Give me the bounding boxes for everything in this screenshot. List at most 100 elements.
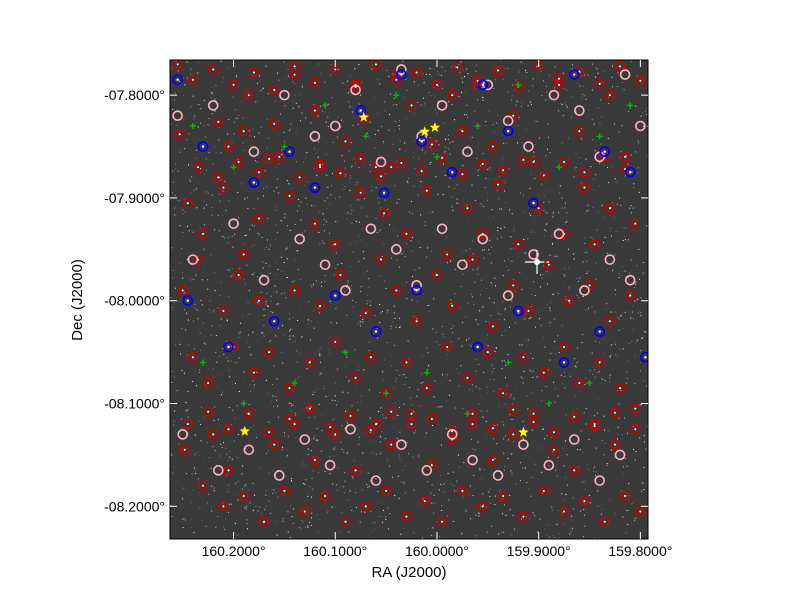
noise-speck xyxy=(501,360,503,362)
noise-speck xyxy=(533,231,535,233)
red-circle-marker xyxy=(192,254,204,265)
noise-speck xyxy=(471,136,473,138)
noise-speck xyxy=(637,172,639,174)
noise-speck xyxy=(199,492,201,494)
noise-speck xyxy=(528,90,530,92)
noise-speck xyxy=(516,100,518,102)
source-dot xyxy=(517,243,520,246)
noise-speck xyxy=(321,285,322,287)
red-circle-marker xyxy=(385,161,397,173)
noise-speck xyxy=(468,389,470,391)
noise-speck xyxy=(413,81,415,83)
noise-speck xyxy=(472,461,474,463)
noise-speck xyxy=(565,494,567,495)
noise-speck xyxy=(589,369,591,371)
noise-speck xyxy=(597,371,599,373)
x-tick-label: 159.8000° xyxy=(608,543,672,559)
noise-speck xyxy=(574,358,576,360)
noise-speck xyxy=(194,453,196,455)
pink-circle-marker xyxy=(274,470,285,481)
red-circle-marker xyxy=(238,249,250,260)
noise-speck xyxy=(604,165,606,167)
noise-speck xyxy=(289,129,290,131)
noise-speck xyxy=(316,428,318,429)
noise-speck xyxy=(348,380,350,382)
noise-speck xyxy=(488,491,490,493)
source-dot xyxy=(390,166,393,169)
noise-speck xyxy=(243,278,245,280)
noise-speck xyxy=(514,528,516,530)
noise-speck xyxy=(361,489,363,491)
noise-speck xyxy=(234,417,236,419)
noise-speck xyxy=(479,310,481,312)
noise-speck xyxy=(551,235,553,237)
noise-speck xyxy=(581,217,583,219)
noise-speck xyxy=(291,188,293,190)
noise-speck xyxy=(445,400,447,402)
noise-speck xyxy=(344,175,346,177)
noise-speck xyxy=(477,273,479,275)
noise-speck xyxy=(307,448,309,450)
pink-circle-marker xyxy=(365,223,377,235)
noise-speck xyxy=(620,204,622,206)
red-circle-marker xyxy=(385,406,397,418)
pink-circle-marker xyxy=(340,285,351,296)
noise-speck xyxy=(504,190,505,192)
noise-speck xyxy=(439,344,441,345)
red-circle-marker xyxy=(187,74,199,86)
noise-speck xyxy=(597,505,599,507)
noise-speck xyxy=(620,490,622,492)
noise-speck xyxy=(552,451,554,453)
noise-speck xyxy=(286,258,288,260)
noise-speck xyxy=(384,438,386,440)
noise-speck xyxy=(349,506,351,507)
noise-speck xyxy=(503,260,505,262)
noise-speck xyxy=(452,325,454,327)
noise-speck xyxy=(270,295,272,297)
noise-speck xyxy=(579,449,581,451)
noise-speck xyxy=(595,174,597,176)
noise-speck xyxy=(431,534,433,536)
x-tick-label: 160.2000° xyxy=(202,543,266,559)
noise-speck xyxy=(307,323,309,325)
source-dot xyxy=(619,387,622,390)
noise-speck xyxy=(489,502,491,504)
noise-speck xyxy=(191,501,193,503)
noise-speck xyxy=(617,66,619,68)
noise-speck xyxy=(442,194,444,195)
noise-speck xyxy=(358,234,360,236)
noise-speck xyxy=(258,234,260,236)
noise-speck xyxy=(170,297,172,299)
noise-speck xyxy=(532,376,534,378)
noise-speck xyxy=(295,414,297,416)
noise-speck xyxy=(467,145,469,147)
noise-speck xyxy=(512,279,514,281)
source-dot xyxy=(268,351,271,354)
noise-speck xyxy=(475,386,477,388)
noise-speck xyxy=(360,464,362,466)
noise-speck xyxy=(643,435,645,437)
noise-speck xyxy=(187,416,189,418)
source-dot xyxy=(629,171,632,174)
noise-speck xyxy=(618,277,620,278)
noise-speck xyxy=(205,136,206,138)
noise-speck xyxy=(333,418,335,420)
noise-speck xyxy=(618,273,620,275)
noise-speck xyxy=(283,262,285,263)
noise-speck xyxy=(615,219,617,221)
yellow-star-marker xyxy=(239,425,250,436)
source-dot xyxy=(481,505,484,508)
noise-speck xyxy=(403,374,405,376)
noise-speck xyxy=(543,195,545,197)
noise-speck xyxy=(635,281,637,283)
red-circle-marker xyxy=(589,420,600,432)
noise-speck xyxy=(324,111,326,113)
noise-speck xyxy=(459,129,461,131)
noise-speck xyxy=(382,521,383,523)
noise-speck xyxy=(292,342,294,344)
red-circle-marker xyxy=(401,511,412,522)
noise-speck xyxy=(361,82,363,84)
noise-speck xyxy=(517,311,519,313)
noise-speck xyxy=(439,406,441,408)
